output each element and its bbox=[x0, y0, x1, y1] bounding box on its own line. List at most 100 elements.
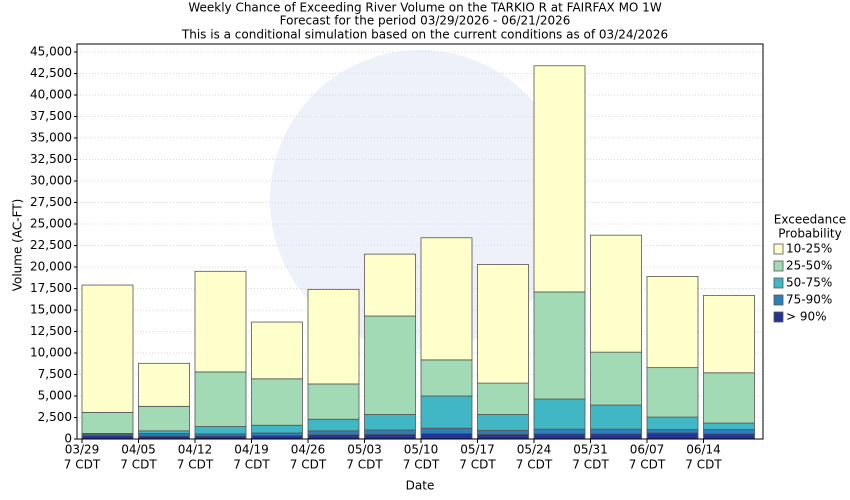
bar-segment bbox=[81, 435, 134, 440]
bar-segment bbox=[703, 294, 755, 374]
bar-segment bbox=[194, 371, 247, 427]
bar-segment bbox=[703, 422, 755, 430]
x-tick-label: 04/12 bbox=[178, 443, 213, 457]
y-tick-label: 2,500 bbox=[38, 410, 72, 424]
legend-label: > 90% bbox=[786, 310, 827, 324]
legend-swatch bbox=[773, 260, 784, 272]
y-tick-label: 7,500 bbox=[38, 367, 72, 381]
y-tick-label: 15,000 bbox=[30, 303, 72, 317]
bar-segment bbox=[590, 234, 642, 353]
bar-segment bbox=[307, 434, 360, 440]
bar-segment bbox=[81, 411, 134, 434]
chart-subtitle: Forecast for the period 03/29/2026 - 06/… bbox=[280, 14, 571, 28]
x-tick-label: 7 CDT bbox=[120, 458, 157, 472]
y-tick-label: 22,500 bbox=[30, 238, 72, 252]
bar-segment bbox=[364, 414, 416, 431]
bar-segment bbox=[477, 429, 529, 435]
bar-segment bbox=[590, 433, 642, 440]
bar-segment bbox=[703, 433, 755, 440]
bar-segment bbox=[590, 428, 642, 435]
y-tick-label: 12,500 bbox=[30, 324, 72, 338]
bar-segment bbox=[533, 433, 586, 440]
bar-segment bbox=[646, 276, 699, 369]
bar-segment bbox=[477, 414, 529, 431]
bar-segment bbox=[251, 378, 303, 426]
bar-segment bbox=[138, 362, 190, 407]
y-axis-label: Volume (AC-FT) bbox=[11, 199, 25, 292]
x-tick-label: 7 CDT bbox=[403, 458, 440, 472]
legend-label: 10-25% bbox=[786, 242, 832, 256]
legend-label: 75-90% bbox=[786, 293, 832, 307]
bar-segment bbox=[646, 367, 699, 418]
bar-segment bbox=[533, 398, 586, 430]
x-tick-label: 7 CDT bbox=[685, 458, 722, 472]
bar-segment bbox=[364, 253, 416, 317]
y-tick-label: 40,000 bbox=[30, 88, 72, 102]
x-axis-label: Date bbox=[406, 479, 435, 493]
y-tick-label: 42,500 bbox=[30, 66, 72, 80]
bar-segment bbox=[477, 264, 529, 384]
x-tick-label: 05/17 bbox=[460, 443, 495, 457]
x-tick-label: 06/07 bbox=[630, 443, 665, 457]
bar-segment bbox=[420, 395, 473, 429]
y-tick-label: 32,500 bbox=[30, 152, 72, 166]
bar-segment bbox=[646, 416, 699, 430]
plot-frame bbox=[76, 43, 764, 440]
bar-segment bbox=[590, 351, 642, 406]
legend-swatch bbox=[773, 243, 784, 255]
x-tick-label: 03/29 bbox=[65, 443, 100, 457]
bar-segment bbox=[251, 424, 303, 434]
bar-segment bbox=[307, 288, 360, 385]
bar-segment bbox=[477, 382, 529, 415]
y-tick-label: 37,500 bbox=[30, 109, 72, 123]
bar-segment bbox=[364, 433, 416, 440]
bar-segment bbox=[307, 430, 360, 436]
y-tick-label: 5,000 bbox=[38, 389, 72, 403]
x-tick-label: 7 CDT bbox=[572, 458, 609, 472]
bar-segment bbox=[420, 237, 473, 361]
x-tick-label: 7 CDT bbox=[629, 458, 666, 472]
chart-title: Weekly Chance of Exceeding River Volume … bbox=[188, 1, 662, 15]
bar-segment bbox=[307, 418, 360, 432]
bar-segment bbox=[420, 433, 473, 440]
y-tick-label: 10,000 bbox=[30, 346, 72, 360]
bar-segment bbox=[364, 315, 416, 415]
legend-label: 25-50% bbox=[786, 259, 832, 273]
x-tick-label: 7 CDT bbox=[459, 458, 496, 472]
x-tick-label: 06/14 bbox=[686, 443, 721, 457]
bar-segment bbox=[194, 270, 247, 373]
x-tick-label: 05/31 bbox=[573, 443, 608, 457]
y-tick-label: 17,500 bbox=[30, 281, 72, 295]
x-tick-label: 7 CDT bbox=[177, 458, 214, 472]
x-tick-label: 05/10 bbox=[404, 443, 439, 457]
bar-segment bbox=[646, 432, 699, 440]
legend-swatch bbox=[773, 311, 784, 323]
legend-swatch bbox=[773, 294, 784, 306]
bar-segment bbox=[420, 427, 473, 434]
chart-subtitle: This is a conditional simulation based o… bbox=[181, 28, 668, 42]
bar-segment bbox=[251, 321, 303, 380]
x-tick-label: 7 CDT bbox=[516, 458, 553, 472]
x-tick-label: 7 CDT bbox=[346, 458, 383, 472]
x-tick-label: 7 CDT bbox=[290, 458, 327, 472]
x-tick-label: 04/05 bbox=[121, 443, 156, 457]
bar-segment bbox=[703, 372, 755, 424]
bar-segment bbox=[138, 405, 190, 432]
bar-segment bbox=[533, 65, 586, 293]
y-tick-label: 20,000 bbox=[30, 260, 72, 274]
x-tick-label: 7 CDT bbox=[64, 458, 101, 472]
y-tick-label: 30,000 bbox=[30, 174, 72, 188]
x-tick-label: 04/26 bbox=[291, 443, 326, 457]
y-tick-label: 35,000 bbox=[30, 131, 72, 145]
x-tick-label: 05/03 bbox=[347, 443, 382, 457]
bar-segment bbox=[251, 435, 303, 440]
x-tick-label: 7 CDT bbox=[233, 458, 270, 472]
legend-label: 50-75% bbox=[786, 276, 832, 290]
bar-segment bbox=[81, 284, 134, 413]
y-tick-label: 0 bbox=[64, 432, 72, 446]
legend-title: Probability bbox=[778, 227, 841, 241]
y-tick-label: 45,000 bbox=[30, 45, 72, 59]
y-tick-label: 27,500 bbox=[30, 195, 72, 209]
bar-segment bbox=[364, 429, 416, 435]
